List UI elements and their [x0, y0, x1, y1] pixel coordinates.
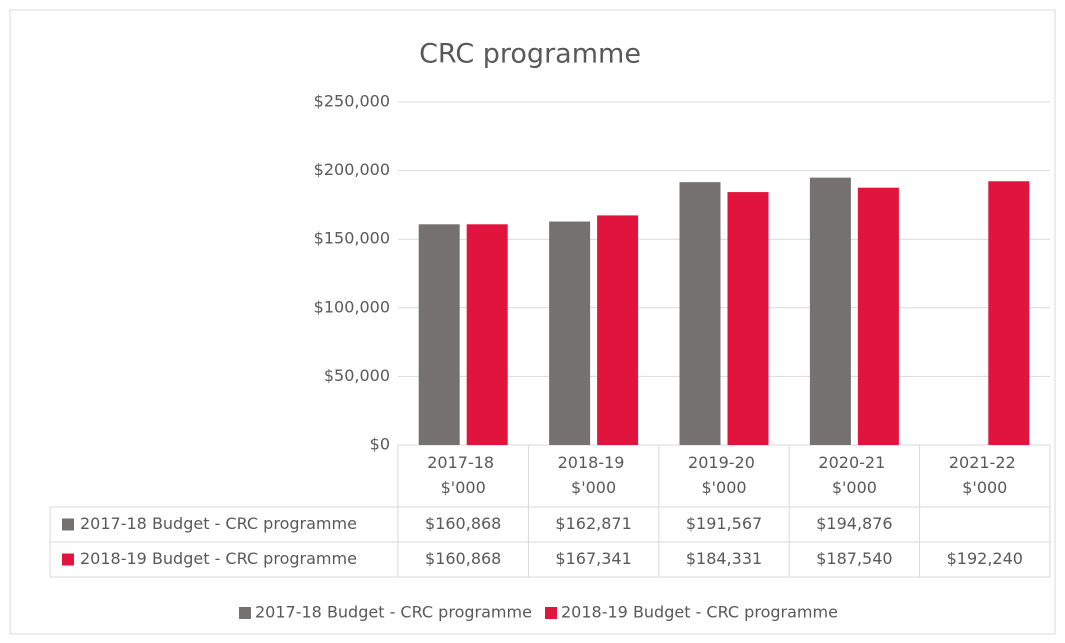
label-line: $'000 [701, 478, 746, 497]
y-tick-label: $0 [370, 435, 390, 454]
legend-label: 2017-18 Budget - CRC programme [255, 603, 532, 622]
y-tick-label: $250,000 [314, 92, 390, 111]
y-tick-label: $150,000 [314, 229, 390, 248]
chart-title: CRC programme [419, 39, 641, 70]
table-row-label: 2017-18 Budget - CRC programme [80, 514, 357, 533]
x-tick-label: 2021-22 $'000 [949, 453, 1021, 497]
bar [809, 177, 851, 445]
x-tick-label: 2019-20 $'000 [688, 453, 760, 497]
label-line: 2020-21 [818, 453, 890, 472]
label-line: 2018-19 [558, 453, 630, 472]
legend-key [545, 607, 557, 619]
table-row-label: 2018-19 Budget - CRC programme [80, 549, 357, 568]
label-line: 2021-22 [949, 453, 1021, 472]
label-line: 2017-18 [427, 453, 499, 472]
table-value: $160,868 [425, 549, 501, 568]
bar [857, 187, 899, 445]
x-tick-label: 2017-18 $'000 [427, 453, 499, 497]
table-value: $192,240 [947, 549, 1023, 568]
bar [988, 181, 1030, 446]
label-line: 2019-20 [688, 453, 760, 472]
label-line: $'000 [832, 478, 877, 497]
label-line: $'000 [441, 478, 486, 497]
bar [466, 224, 508, 445]
x-tick-label: 2020-21 $'000 [818, 453, 890, 497]
bar [727, 192, 769, 445]
table-value: $160,868 [425, 514, 501, 533]
legend-key [239, 607, 251, 619]
y-tick-label: $100,000 [314, 297, 390, 316]
label-line: $'000 [571, 478, 616, 497]
table-legend-key [62, 553, 74, 566]
bar [597, 215, 639, 445]
bar [549, 221, 591, 445]
bar [679, 182, 721, 445]
table-legend-key [62, 518, 74, 531]
y-tick-label: $50,000 [324, 366, 390, 385]
table-value: $162,871 [555, 514, 631, 533]
table-value: $184,331 [686, 549, 762, 568]
y-tick-label: $200,000 [314, 160, 390, 179]
bar [418, 224, 460, 445]
legend-label: 2018-19 Budget - CRC programme [561, 603, 838, 622]
table-value: $167,341 [555, 549, 631, 568]
label-line: $'000 [962, 478, 1007, 497]
table-value: $187,540 [816, 549, 892, 568]
table-value: $191,567 [686, 514, 762, 533]
x-tick-label: 2018-19 $'000 [558, 453, 630, 497]
table-value: $194,876 [816, 514, 892, 533]
